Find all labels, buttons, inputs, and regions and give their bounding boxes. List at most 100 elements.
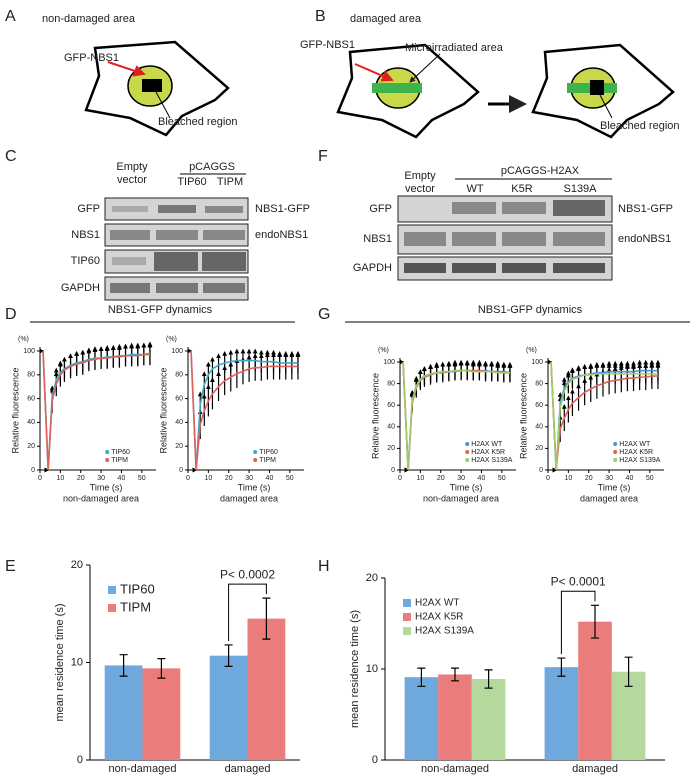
error-bar xyxy=(157,658,166,679)
subtitle: non-damaged area xyxy=(423,493,499,503)
bar xyxy=(104,665,143,760)
x-tick-label: 0 xyxy=(38,475,42,482)
error-bar xyxy=(557,657,566,677)
legend-swatch xyxy=(613,458,618,462)
blot xyxy=(397,195,613,281)
legend-swatch xyxy=(253,458,258,462)
error-bar xyxy=(262,597,271,640)
legend-swatch xyxy=(403,627,411,635)
error-bar xyxy=(224,644,233,667)
series-line xyxy=(550,361,658,471)
legend-label: H2AX S139A xyxy=(619,457,661,464)
blot-header: Empty xyxy=(404,170,436,182)
x-tick-label: non-damaged xyxy=(421,763,489,775)
x-tick-label: 40 xyxy=(478,475,486,482)
y-axis-label: mean residence time (s) xyxy=(349,610,361,728)
panel-letter: B xyxy=(315,8,326,25)
blot-header: K5R xyxy=(511,183,532,195)
panel-letter: C xyxy=(5,148,17,165)
error-bar xyxy=(591,604,599,639)
blot-header: pCAGGS xyxy=(189,161,235,173)
y-tick-label: 60 xyxy=(27,395,35,402)
y-tick-label: 20 xyxy=(535,445,543,452)
x-tick-label: 40 xyxy=(266,475,274,482)
y-tick-label: 0 xyxy=(179,467,183,474)
x-tick-label: 30 xyxy=(97,475,105,482)
x-tick-label: 10 xyxy=(56,475,64,482)
bar xyxy=(247,618,286,760)
legend-label: H2AX K5R xyxy=(471,449,505,456)
x-tick-label: 10 xyxy=(416,475,424,482)
blot-row-label: GFP xyxy=(77,203,100,215)
series-line xyxy=(42,350,150,471)
annotation: P< 0.0001 xyxy=(551,574,606,588)
blot-row-label: TIP60 xyxy=(71,255,100,267)
y-tick-label: 20 xyxy=(27,443,35,450)
legend-swatch xyxy=(108,586,116,594)
significance-bracket xyxy=(560,590,596,655)
panel-letter: E xyxy=(5,558,16,575)
bar xyxy=(578,621,612,760)
legend-label: H2AX WT xyxy=(619,441,651,448)
legend-swatch xyxy=(613,442,618,446)
blot-header: TIP60 xyxy=(177,176,206,188)
blot-header: S139A xyxy=(563,183,597,195)
legend-swatch xyxy=(613,450,618,454)
x-tick-label: 10 xyxy=(564,475,572,482)
annotation: P< 0.0002 xyxy=(220,567,275,581)
y-tick-label: 0 xyxy=(31,467,35,474)
bar xyxy=(544,667,579,760)
legend-swatch xyxy=(465,442,470,446)
blot-row-label: NBS1 xyxy=(363,233,392,245)
cell-diagram xyxy=(84,40,230,137)
y-tick-label: 0 xyxy=(391,467,395,474)
x-tick-label: 20 xyxy=(225,475,233,482)
panel-letter: G xyxy=(318,306,330,323)
y-tick-label: 60 xyxy=(387,402,395,409)
y-axis-label: Relative fluorescence xyxy=(518,373,528,459)
panel-heading: NBS1-GFP dynamics xyxy=(478,304,583,316)
diagram-label: Bleached region xyxy=(158,116,238,128)
panel-letter: F xyxy=(318,148,328,165)
series-line xyxy=(402,361,510,471)
panel-title: damaged area xyxy=(350,13,422,25)
y-tick-label: 60 xyxy=(175,395,183,402)
bar xyxy=(142,668,181,760)
panel-letter: D xyxy=(5,306,17,323)
y-axis-label: Relative fluorescence xyxy=(10,367,20,453)
x-tick-label: 0 xyxy=(398,475,402,482)
x-tick-label: 0 xyxy=(546,475,550,482)
blot-header: Empty xyxy=(116,161,148,173)
y-tick-label: 80 xyxy=(387,380,395,387)
subtitle: damaged area xyxy=(220,493,278,503)
x-tick-label: non-damaged xyxy=(109,763,177,775)
legend-swatch xyxy=(465,450,470,454)
blot xyxy=(104,197,249,301)
y-tick-label: 100 xyxy=(171,348,183,355)
legend-swatch xyxy=(403,599,411,607)
legend-label: TIP60 xyxy=(120,581,155,596)
diagram-label: Microirradiated area xyxy=(405,42,504,54)
legend-label: H2AX WT xyxy=(471,441,503,448)
blot-header: WT xyxy=(466,183,483,195)
blot-right-label: endoNBS1 xyxy=(255,229,308,241)
error-bar xyxy=(451,667,459,682)
x-tick-label: 10 xyxy=(204,475,212,482)
legend-swatch xyxy=(465,458,470,462)
blot-right-label: endoNBS1 xyxy=(618,233,671,245)
error-bar xyxy=(484,669,493,689)
blot-header: vector xyxy=(405,183,435,195)
bar xyxy=(209,655,248,760)
y-tick-label: 80 xyxy=(175,372,183,379)
x-tick-label: 50 xyxy=(646,475,654,482)
y-tick-label: 100 xyxy=(383,359,395,366)
bar xyxy=(438,674,472,760)
x-tick-label: 0 xyxy=(186,475,190,482)
series-line xyxy=(550,361,658,471)
y-axis-label: Relative fluorescence xyxy=(370,373,380,459)
error-bar xyxy=(417,667,426,687)
legend-swatch xyxy=(105,450,110,454)
bar xyxy=(404,677,439,760)
y-tick-label: 10 xyxy=(366,663,378,675)
